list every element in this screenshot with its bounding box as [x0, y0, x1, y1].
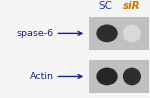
Ellipse shape	[96, 24, 118, 42]
Text: spase-6: spase-6	[17, 29, 54, 38]
Ellipse shape	[123, 68, 141, 85]
Bar	[89, 17, 148, 49]
Text: siR: siR	[123, 1, 141, 11]
Text: Actin: Actin	[30, 72, 54, 81]
Ellipse shape	[96, 68, 118, 85]
Text: SC: SC	[99, 1, 113, 11]
Bar	[89, 60, 148, 93]
Ellipse shape	[123, 24, 141, 42]
